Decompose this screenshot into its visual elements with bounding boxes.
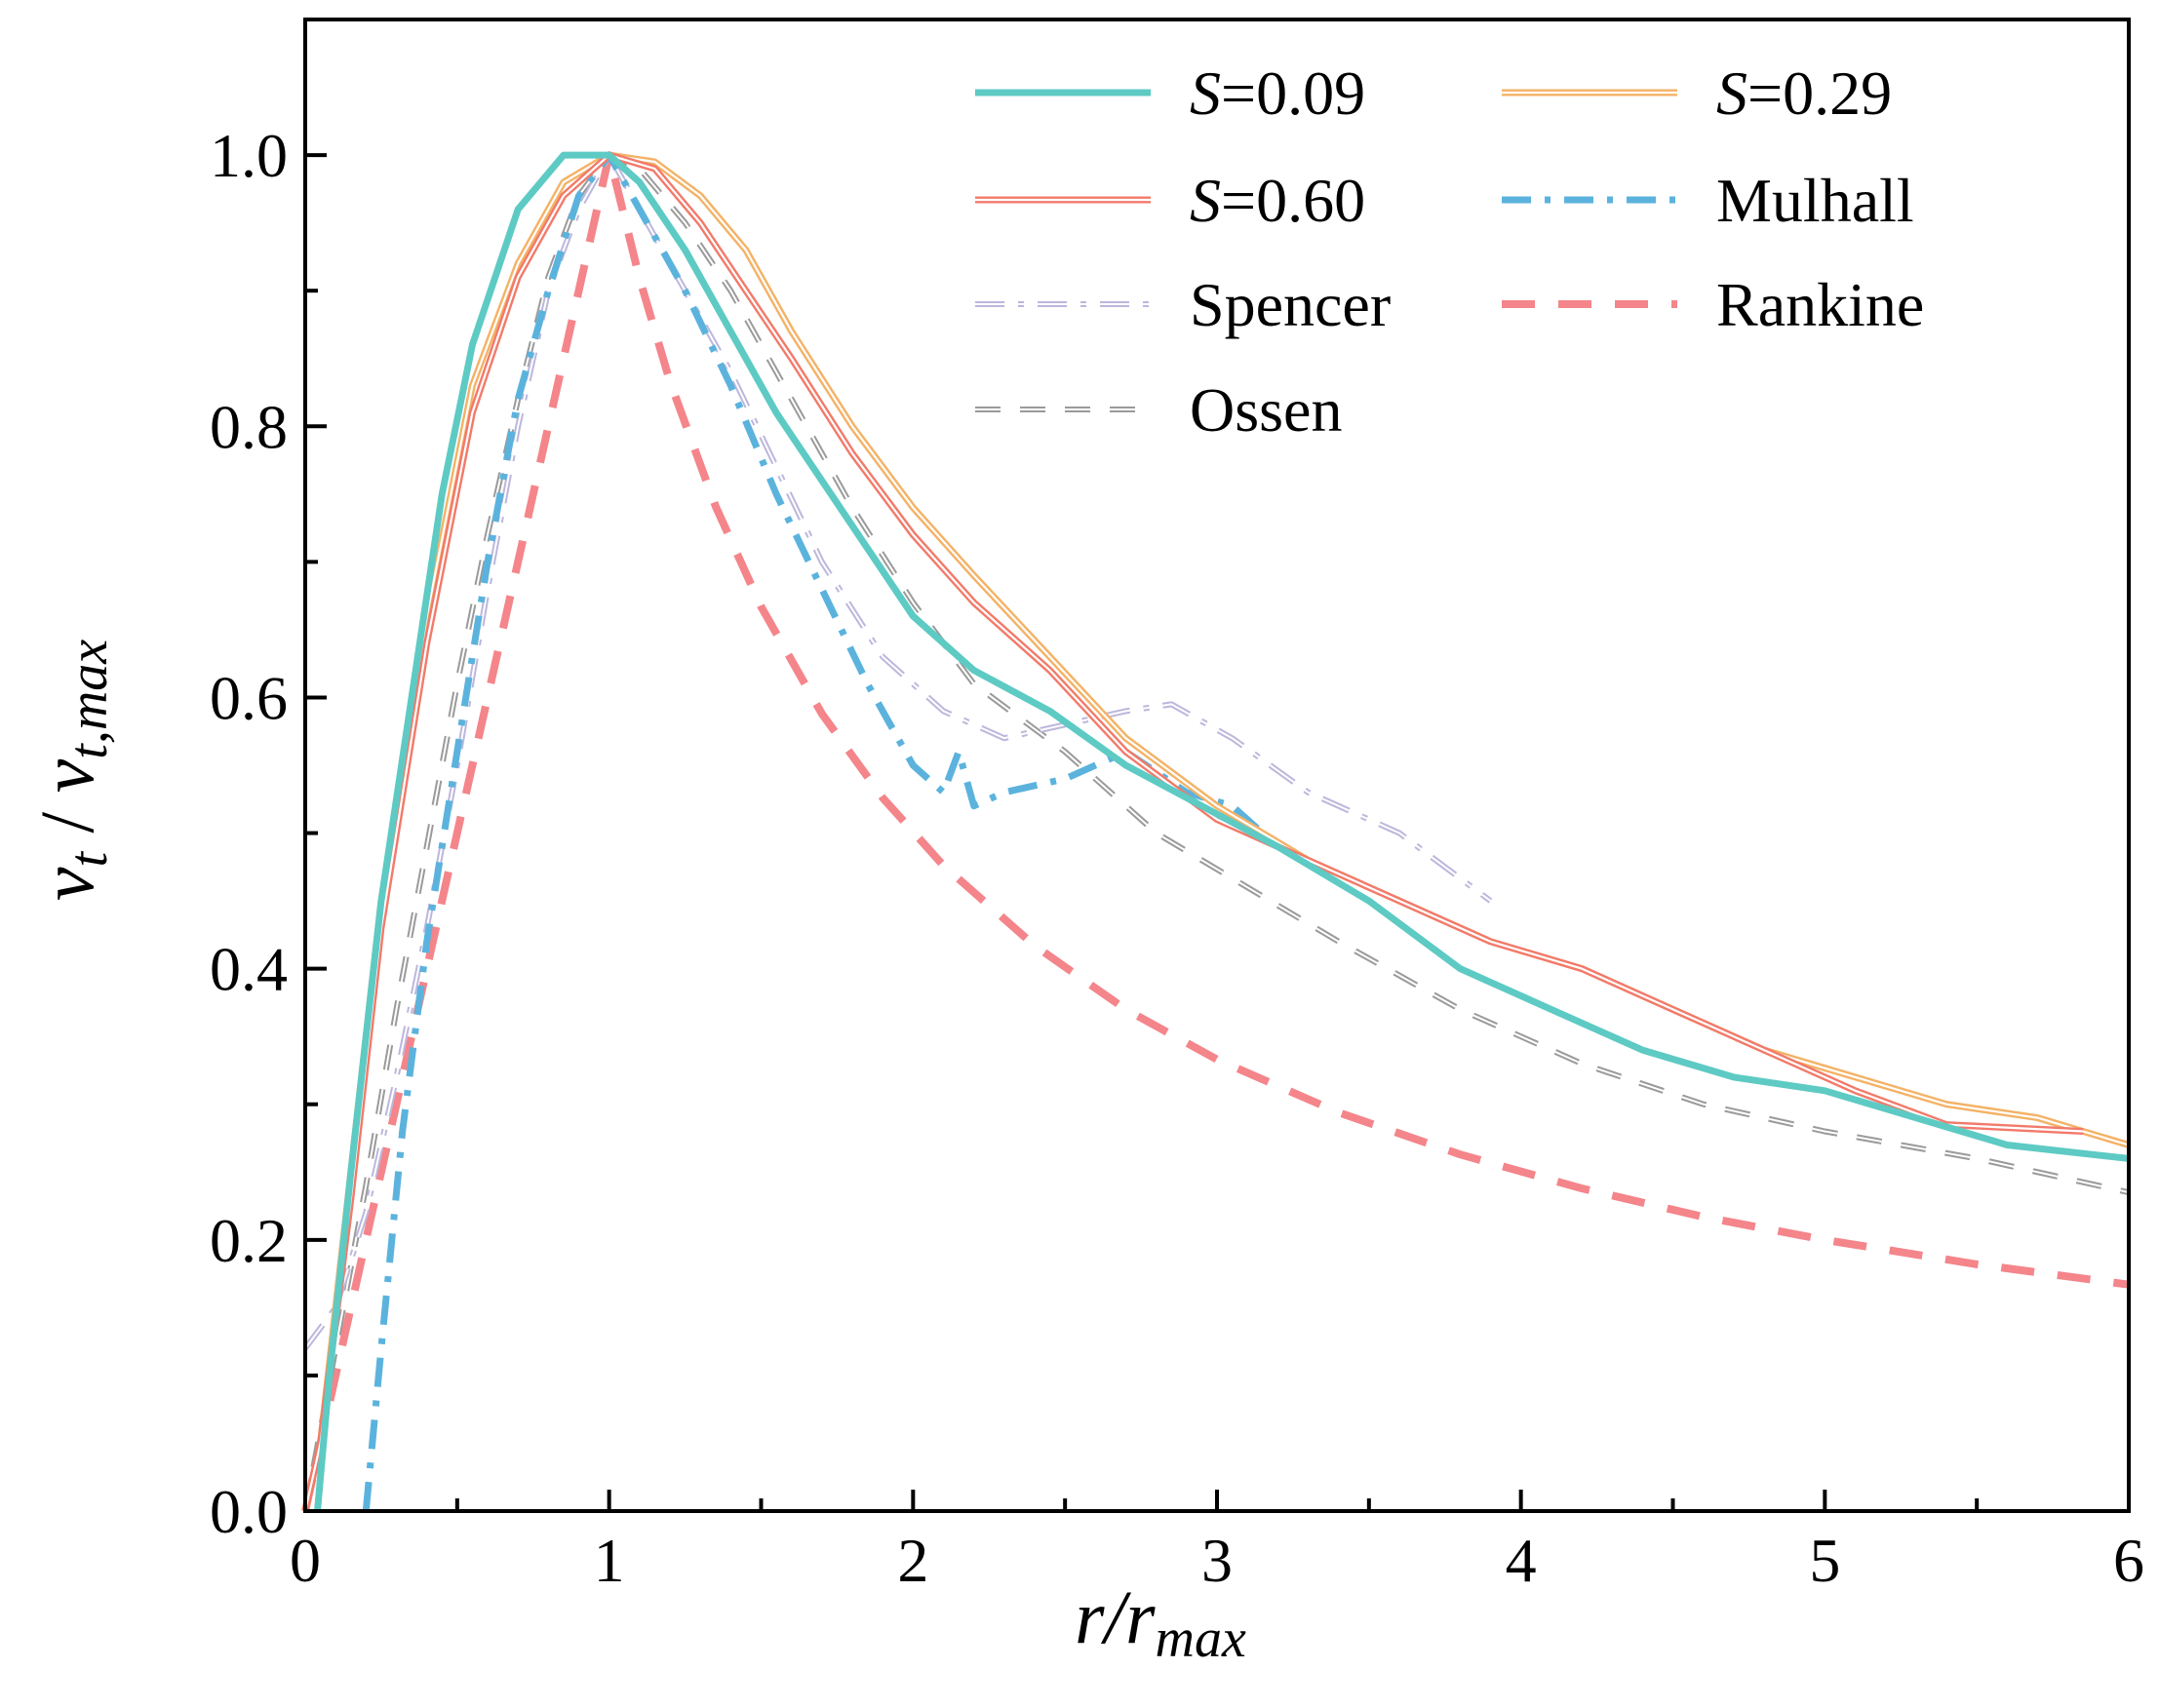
series-line <box>301 151 2130 1512</box>
legend-label: Ossen <box>1190 375 1342 445</box>
x-tick-label: 2 <box>897 1526 928 1595</box>
x-tick-label: 1 <box>594 1526 625 1595</box>
legend: S=0.09 S=0.29 S=0.60 Mulhall Spencer Rankine O… <box>975 58 1924 445</box>
y-tick-label: 0.8 <box>210 392 288 461</box>
series-line <box>314 151 2130 1512</box>
legend-label: S=0.60 <box>1190 166 1365 235</box>
legend-item-s-0-09: S=0.09 <box>975 58 1365 128</box>
series-layer <box>301 151 2131 1512</box>
y-tick-label: 1.0 <box>210 121 288 190</box>
legend-item-s-0-60: S=0.60 <box>975 166 1365 235</box>
x-tick-label: 5 <box>1809 1526 1840 1595</box>
legend-item-ossen: Ossen <box>975 375 1342 445</box>
x-tick-label: 4 <box>1506 1526 1537 1595</box>
legend-item-rankine: Rankine <box>1502 270 1924 339</box>
legend-label: S=0.29 <box>1716 58 1892 128</box>
series-rankine <box>301 151 2130 1512</box>
y-tick-label: 0.0 <box>210 1477 288 1546</box>
y-tick-label: 0.2 <box>210 1206 288 1275</box>
series-mulhall <box>362 151 1280 1512</box>
x-tick-label: 6 <box>2113 1526 2144 1595</box>
legend-item-s-0-29: S=0.29 <box>1502 58 1892 128</box>
legend-label: Spencer <box>1190 270 1391 339</box>
legend-item-spencer: Spencer <box>975 270 1391 339</box>
y-tick-label: 0.4 <box>210 935 288 1004</box>
y-tick-label: 0.6 <box>210 663 288 732</box>
x-tick-label: 3 <box>1201 1526 1233 1595</box>
legend-label: S=0.09 <box>1190 58 1365 128</box>
x-tick-labels: 0 1 2 3 4 5 6 <box>290 1526 2144 1595</box>
y-tick-labels: 0.0 0.2 0.4 0.6 0.8 1.0 <box>210 121 288 1546</box>
axis-ticks <box>303 18 2131 1513</box>
series-s-0-09 <box>314 151 2130 1512</box>
y-axis-title: vt / vt,max <box>24 640 119 901</box>
series-line <box>362 151 1280 1512</box>
series-line <box>303 154 2084 1512</box>
plot-frame <box>303 18 2131 1513</box>
x-tick-label: 0 <box>290 1526 321 1595</box>
legend-label: Mulhall <box>1716 166 1914 235</box>
series-s-0-60 <box>301 151 2084 1512</box>
x-axis-title: r/rmax <box>1075 1574 1246 1669</box>
series-line <box>304 154 2130 1512</box>
series-ossen <box>302 152 2130 1512</box>
legend-item-mulhall: Mulhall <box>1502 166 1914 235</box>
legend-label: Rankine <box>1716 270 1924 339</box>
